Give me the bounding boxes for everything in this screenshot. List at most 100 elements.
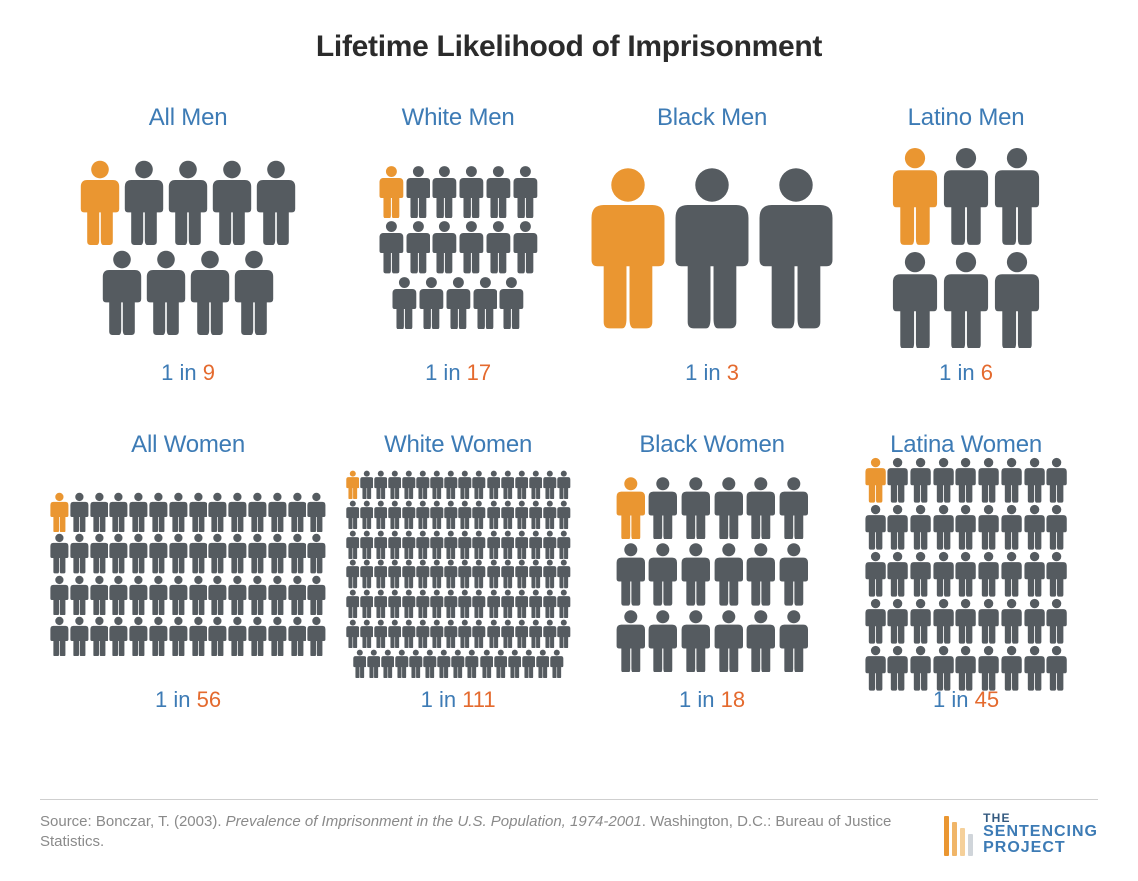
person-icon [458, 589, 472, 618]
brand-logo: THE SENTENCING PROJECT [944, 812, 1098, 856]
person-icon [451, 649, 465, 678]
group-label: Latina Women [890, 431, 1042, 459]
person-icon [543, 500, 557, 529]
person-icon [402, 559, 416, 588]
person-icon [423, 649, 437, 678]
group-cell: All Women [50, 431, 326, 713]
stat-prefix: 1 in [933, 687, 975, 712]
person-icon [228, 575, 247, 615]
group-cell: All Men 1 in 9 [50, 104, 326, 386]
person-icon [543, 589, 557, 618]
person-icon [714, 609, 744, 673]
stat-prefix: 1 in [155, 687, 197, 712]
person-icon [887, 457, 908, 503]
person-icon [978, 645, 999, 691]
person-icon [472, 530, 486, 559]
person-icon [346, 619, 360, 648]
person-icon [865, 457, 886, 503]
person-icon [746, 476, 776, 540]
person-icon [487, 619, 501, 648]
group-stat: 1 in 6 [939, 360, 993, 386]
person-icon [1046, 645, 1067, 691]
group-cell: Latino Men 1 in 6 [844, 104, 1088, 386]
person-icon [388, 470, 402, 499]
person-icon [616, 609, 646, 673]
person-icon [70, 575, 89, 615]
stat-value: 9 [203, 360, 215, 385]
person-icon [501, 500, 515, 529]
person-icon [388, 500, 402, 529]
pictogram-area [50, 152, 326, 342]
person-icon [529, 619, 543, 648]
stat-value: 6 [981, 360, 993, 385]
person-icon [50, 616, 69, 656]
stat-value: 45 [975, 687, 999, 712]
person-icon [513, 165, 538, 218]
person-icon [1046, 598, 1067, 644]
person-icon [395, 649, 409, 678]
group-stat: 1 in 3 [685, 360, 739, 386]
person-icon [90, 575, 109, 615]
group-label: All Women [131, 431, 245, 459]
person-icon [943, 146, 989, 245]
person-icon [402, 530, 416, 559]
person-icon [458, 500, 472, 529]
person-icon [487, 500, 501, 529]
person-icon [910, 645, 931, 691]
person-icon [129, 492, 148, 532]
person-icon [458, 619, 472, 648]
person-icon [169, 492, 188, 532]
pictogram-area [50, 479, 326, 669]
person-icon [887, 551, 908, 597]
person-icon [978, 598, 999, 644]
person-icon [444, 530, 458, 559]
person-icon [124, 159, 164, 245]
person-icon [933, 645, 954, 691]
person-icon [388, 559, 402, 588]
stat-value: 3 [727, 360, 739, 385]
person-icon [416, 470, 430, 499]
group-stat: 1 in 45 [933, 687, 999, 713]
person-icon [248, 575, 267, 615]
logo-bar [960, 828, 965, 856]
person-icon [681, 609, 711, 673]
person-icon [501, 589, 515, 618]
person-icon [346, 559, 360, 588]
person-icon [307, 492, 326, 532]
group-stat: 1 in 111 [421, 687, 496, 713]
person-icon [430, 589, 444, 618]
person-icon [978, 504, 999, 550]
person-icon [487, 530, 501, 559]
person-icon [416, 589, 430, 618]
person-icon [887, 504, 908, 550]
person-icon [208, 616, 227, 656]
person-icon [268, 533, 287, 573]
person-icon [444, 619, 458, 648]
group-cell: White Women [336, 431, 580, 713]
person-icon [353, 649, 367, 678]
person-icon [486, 165, 511, 218]
person-icon [557, 500, 571, 529]
pictogram-area [336, 479, 580, 669]
person-icon [515, 619, 529, 648]
person-icon [486, 220, 511, 273]
person-icon [1001, 457, 1022, 503]
person-icon [1024, 645, 1045, 691]
group-cell: Black Men 1 in 3 [590, 104, 834, 386]
person-icon [70, 492, 89, 532]
person-icon [472, 500, 486, 529]
person-icon [256, 159, 296, 245]
person-icon [910, 457, 931, 503]
person-icon [102, 249, 142, 335]
person-icon [360, 619, 374, 648]
person-icon [416, 559, 430, 588]
person-icon [109, 492, 128, 532]
person-icon [458, 559, 472, 588]
person-icon [1001, 598, 1022, 644]
person-icon [446, 276, 471, 329]
person-icon [616, 476, 646, 540]
person-icon [458, 530, 472, 559]
person-icon [360, 530, 374, 559]
person-icon [416, 530, 430, 559]
stat-value: 56 [197, 687, 221, 712]
